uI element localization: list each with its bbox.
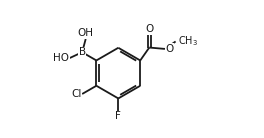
Text: O: O [165, 44, 174, 54]
Text: O: O [145, 24, 153, 34]
Text: B: B [79, 47, 86, 57]
Text: CH$_3$: CH$_3$ [178, 34, 198, 48]
Text: F: F [115, 112, 121, 121]
Text: Cl: Cl [71, 89, 82, 99]
Text: HO: HO [53, 53, 69, 63]
Text: OH: OH [78, 28, 94, 38]
